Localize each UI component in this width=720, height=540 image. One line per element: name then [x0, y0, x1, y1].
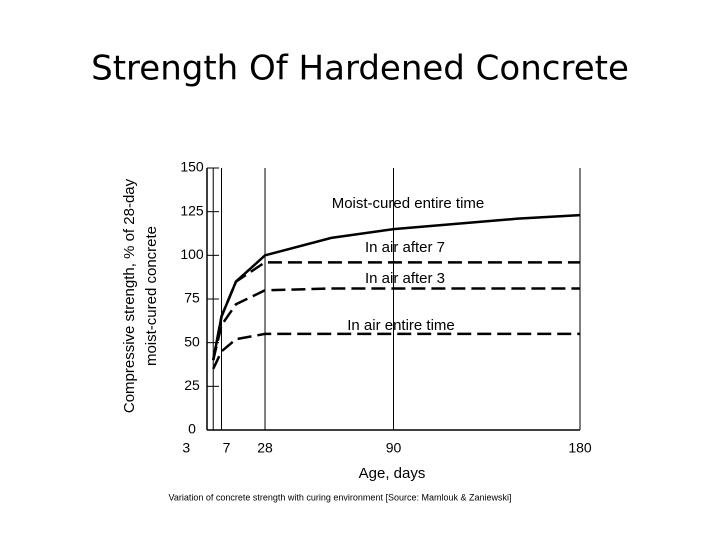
y-axis-label: Compressive strength, % of 28-day moist-… — [121, 178, 160, 413]
x-tick-label: 28 — [257, 440, 273, 456]
x-tick-label: 180 — [568, 440, 592, 456]
y-tick-label: 75 — [184, 290, 200, 306]
x-axis-label: Age, days — [359, 465, 426, 482]
series-label: In air after 3 — [365, 270, 445, 287]
slide-title: Strength Of Hardened Concrete — [91, 49, 629, 89]
y-tick-label: 25 — [184, 377, 200, 393]
y-tick-label: 125 — [180, 202, 204, 218]
y-axis-label-line: Compressive strength, % of 28-day — [121, 178, 138, 413]
y-tick-label: 0 — [188, 421, 196, 437]
series-line — [212, 332, 580, 370]
x-tick-label: 7 — [223, 440, 231, 456]
series-label: In air after 7 — [365, 239, 445, 256]
y-tick-label: 100 — [180, 246, 204, 262]
series-label: In air entire time — [347, 317, 455, 334]
y-tick-label: 150 — [180, 159, 204, 175]
series-label: Moist-cured entire time — [332, 195, 485, 212]
x-tick-label: 3 — [182, 440, 190, 456]
series-line — [211, 261, 580, 361]
y-tick-label: 50 — [184, 333, 200, 349]
series-line — [212, 287, 580, 361]
x-tick-label: 90 — [386, 440, 402, 456]
series-line — [211, 213, 581, 361]
caption: Variation of concrete strength with curi… — [169, 492, 512, 502]
y-axis-label-line: moist-cured concrete — [143, 226, 160, 366]
